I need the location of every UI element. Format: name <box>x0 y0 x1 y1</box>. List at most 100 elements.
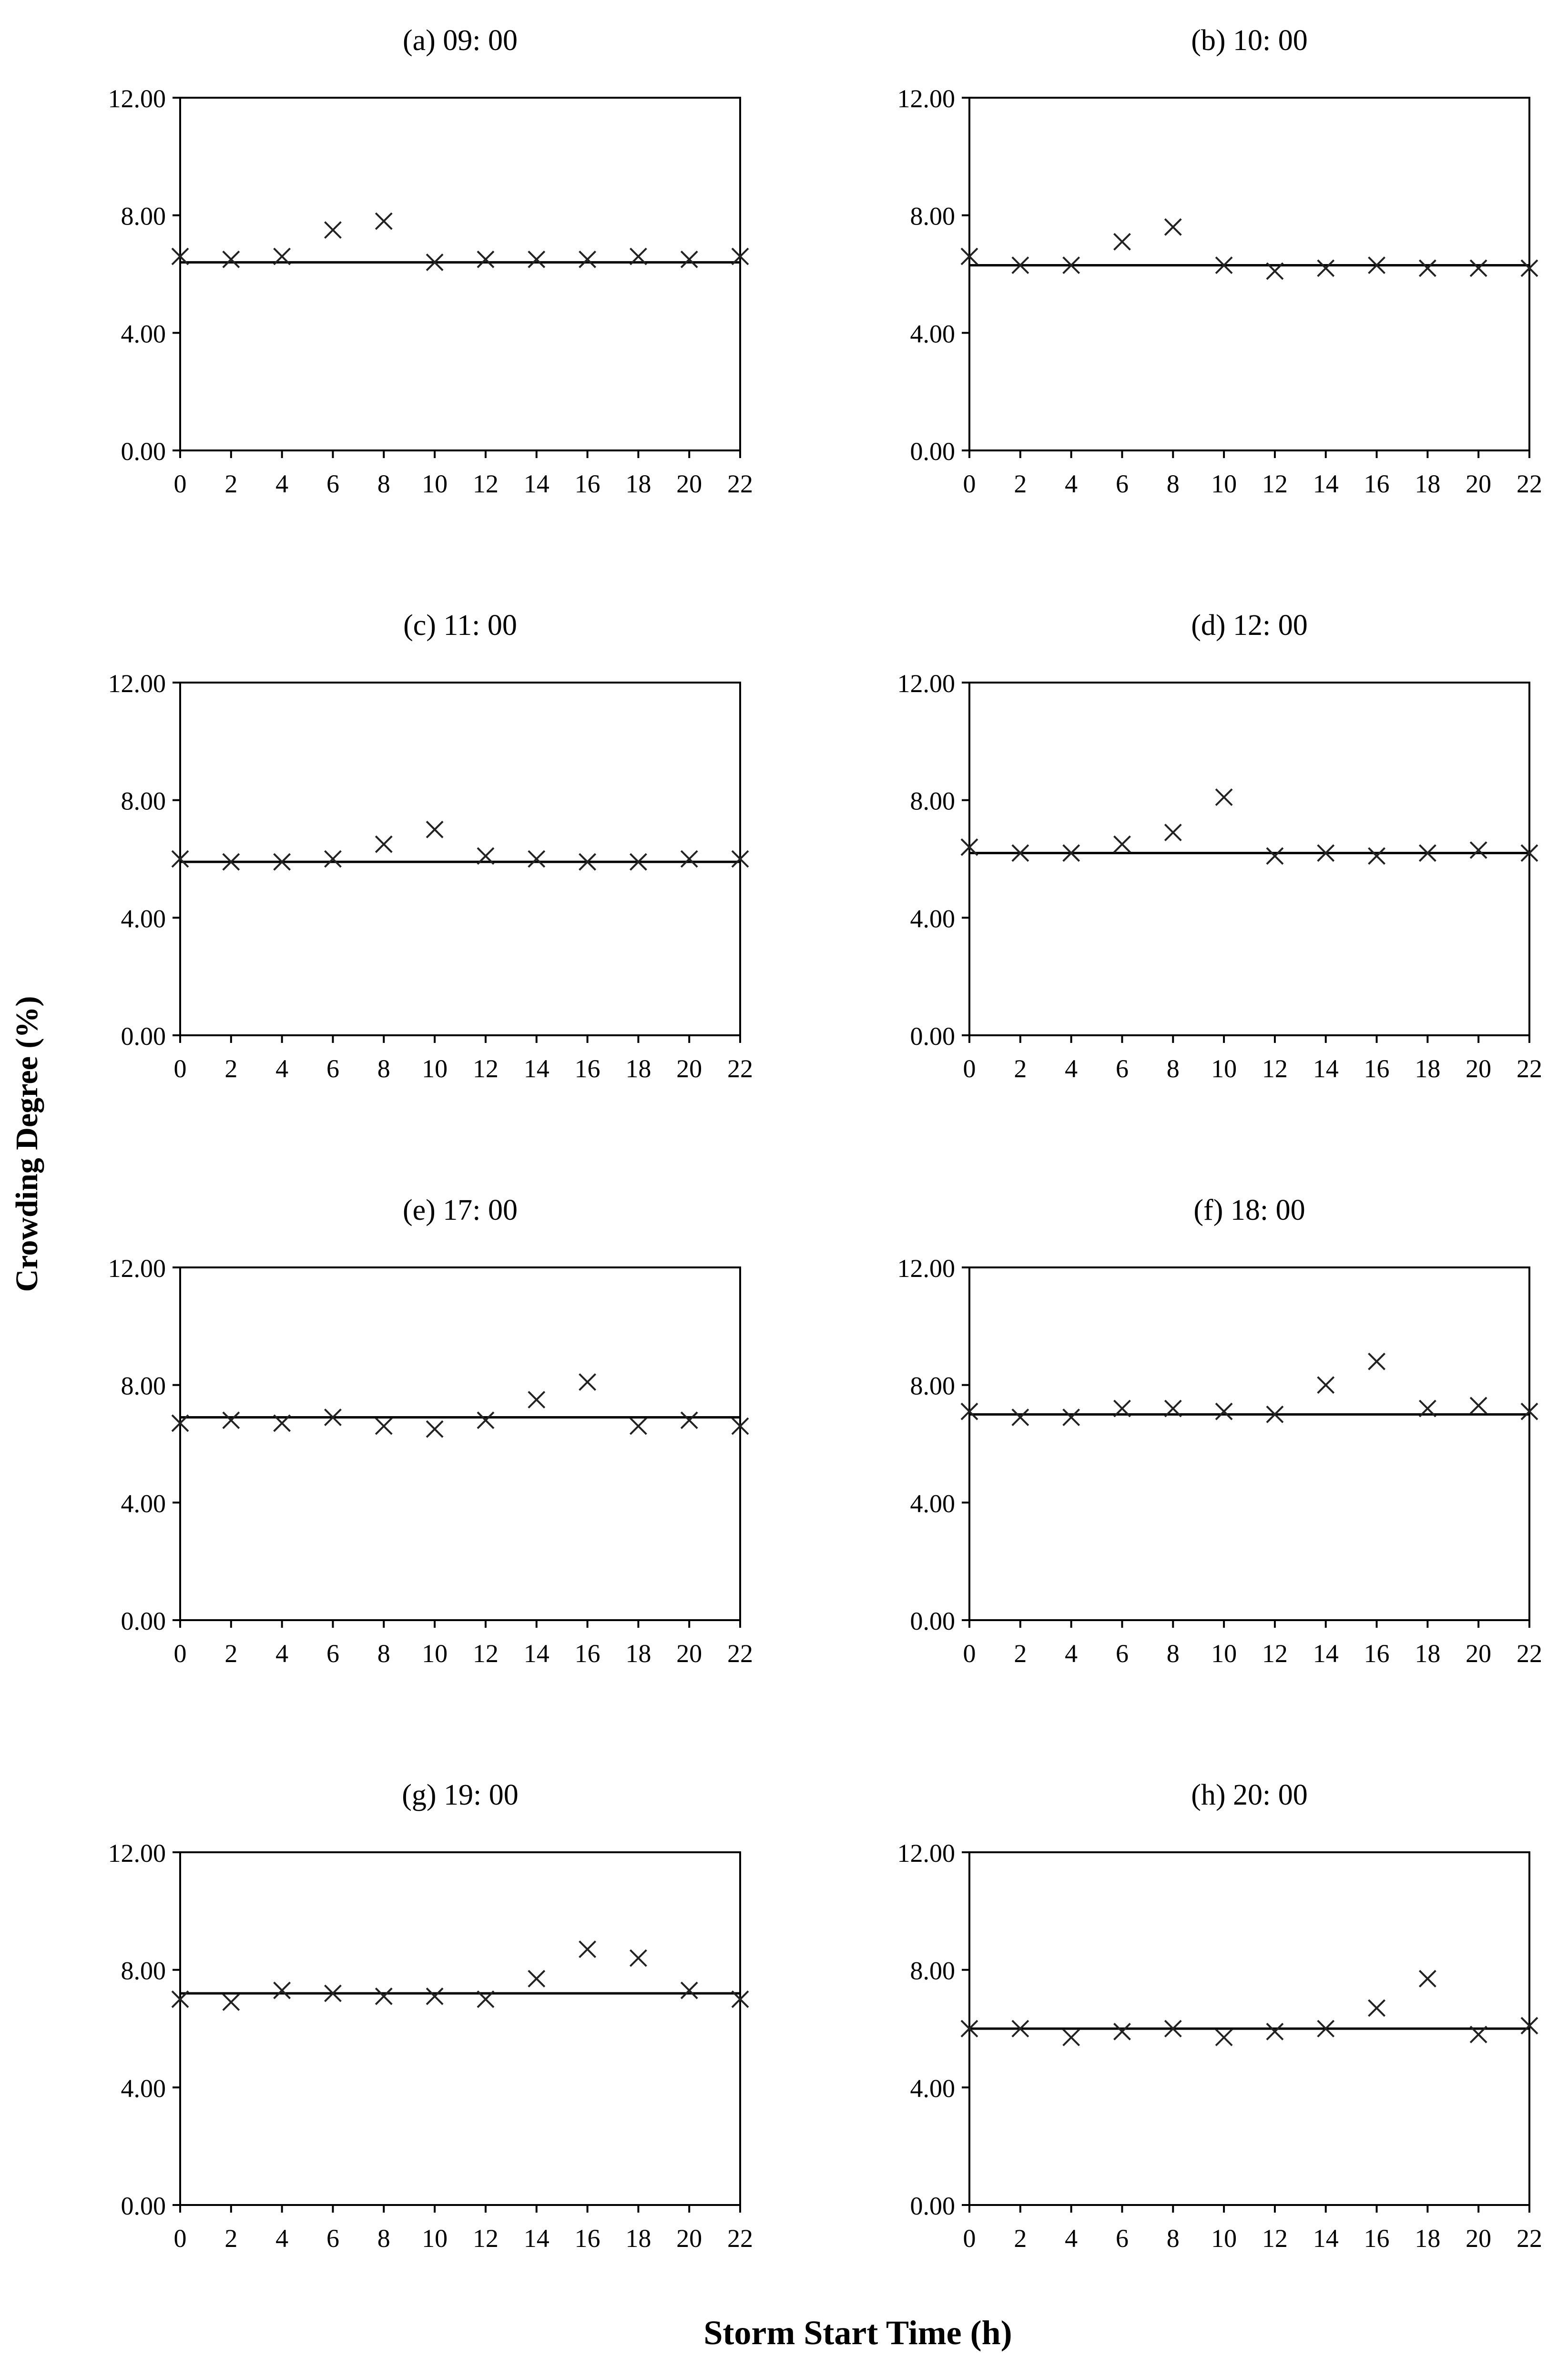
data-point-stroke <box>1011 1409 1029 1426</box>
data-point-stroke <box>1215 2029 1233 2046</box>
data-point <box>426 1420 444 1438</box>
data-point-stroke <box>629 247 647 265</box>
data-point-stroke <box>579 250 596 268</box>
x-tick-label: 6 <box>1116 2224 1129 2253</box>
data-point-stroke <box>1164 1399 1182 1418</box>
chart-panel: (f) 18: 00 0.00 4.00 8.00 12.00 0 2 4 6 8 10 12 14 16… <box>897 1194 1543 1668</box>
data-point-stroke <box>1062 844 1080 862</box>
x-tick-label: 0 <box>174 2224 187 2253</box>
x-tick-label: 4 <box>1065 1054 1078 1083</box>
data-point-stroke <box>1164 2020 1182 2038</box>
data-point-stroke <box>1266 262 1284 280</box>
data-point <box>579 853 596 871</box>
x-tick-label: 18 <box>1415 1639 1440 1668</box>
data-point <box>426 1987 444 2005</box>
x-tick-label: 12 <box>473 470 499 498</box>
data-point <box>375 1417 393 1435</box>
data-point-stroke <box>375 1987 393 2005</box>
data-point <box>1368 256 1385 274</box>
data-point-stroke <box>1520 844 1538 862</box>
chart-panel: (e) 17: 00 0.00 4.00 8.00 12.00 0 2 4 6 8 10 12 14 16… <box>108 1194 753 1668</box>
data-point <box>324 850 342 868</box>
x-tick-label: 18 <box>625 1639 651 1668</box>
data-point-stroke <box>629 853 647 871</box>
x-tick-label: 8 <box>377 470 390 498</box>
y-tick-label: 8.00 <box>910 202 956 231</box>
x-tick-label: 8 <box>377 1639 390 1668</box>
data-point-stroke <box>1317 2020 1335 2038</box>
data-point-stroke <box>960 2020 978 2038</box>
x-tick-label: 14 <box>524 1639 550 1668</box>
data-point <box>960 1402 978 1420</box>
chart-panel: (a) 09: 00 0.00 4.00 8.00 12.00 0 2 4 6 8 10 12 14 16… <box>108 24 753 498</box>
x-tick-label: 22 <box>1517 1639 1542 1668</box>
data-point <box>1520 1402 1538 1420</box>
data-point-stroke <box>1368 1352 1385 1370</box>
data-point-stroke <box>1215 256 1233 274</box>
x-tick-label: 20 <box>676 470 702 498</box>
data-point-stroke <box>477 1990 495 2008</box>
data-point-stroke <box>426 1987 444 2005</box>
data-point <box>273 247 291 265</box>
data-point <box>1418 844 1436 862</box>
data-point <box>528 250 546 268</box>
x-tick-label: 10 <box>1211 1054 1237 1083</box>
data-point <box>1266 847 1284 865</box>
data-point-stroke <box>375 835 393 853</box>
y-tick-label: 12.00 <box>897 1839 956 1868</box>
x-tick-label: 2 <box>224 1054 237 1083</box>
data-point-stroke <box>1011 844 1029 862</box>
data-point <box>1469 841 1487 859</box>
data-point-stroke <box>1164 218 1182 236</box>
data-point-stroke <box>528 850 546 868</box>
x-tick-label: 10 <box>422 1639 448 1668</box>
y-tick-label: 8.00 <box>910 1372 956 1400</box>
data-point-stroke <box>1266 1405 1284 1423</box>
data-point-stroke <box>528 1970 546 1988</box>
x-tick-label: 22 <box>1517 2224 1542 2253</box>
x-tick-label: 8 <box>1167 1054 1180 1083</box>
data-point <box>528 1391 546 1409</box>
x-tick-label: 14 <box>1313 1639 1339 1668</box>
data-point <box>171 1990 189 2008</box>
x-tick-label: 10 <box>1211 1639 1237 1668</box>
data-point-stroke <box>477 1411 495 1429</box>
data-point <box>1011 1409 1029 1426</box>
data-point-stroke <box>579 1940 596 1958</box>
x-tick-label: 12 <box>1262 470 1288 498</box>
data-point <box>1215 1402 1233 1420</box>
data-point <box>1215 2029 1233 2046</box>
data-point <box>426 253 444 271</box>
y-tick-label: 0.00 <box>910 2192 956 2220</box>
data-point-stroke <box>680 1981 698 2000</box>
x-tick-label: 22 <box>727 1639 753 1668</box>
data-point <box>579 250 596 268</box>
data-point-stroke <box>324 221 342 239</box>
data-point <box>1317 1376 1335 1394</box>
data-point <box>273 1981 291 2000</box>
data-point <box>1215 256 1233 274</box>
data-point-stroke <box>629 1417 647 1435</box>
data-point <box>680 1411 698 1429</box>
y-tick-label: 4.00 <box>121 319 166 348</box>
data-point-stroke <box>1418 1970 1436 1988</box>
data-point-stroke <box>1113 1399 1131 1418</box>
data-point-stroke <box>426 820 444 838</box>
data-point <box>1368 1999 1385 2017</box>
data-point <box>1215 788 1233 806</box>
chart-panel: (g) 19: 00 0.00 4.00 8.00 12.00 0 2 4 6 8 10 12 14 16… <box>108 1779 753 2253</box>
data-point-stroke <box>731 850 749 868</box>
data-point <box>1164 2020 1182 2038</box>
x-tick-label: 4 <box>1065 2224 1078 2253</box>
y-tick-label: 12.00 <box>897 669 956 698</box>
x-tick-label: 2 <box>1014 2224 1027 2253</box>
data-point <box>1418 1970 1436 1988</box>
data-point-stroke <box>731 247 749 265</box>
x-tick-label: 18 <box>1415 470 1440 498</box>
x-tick-label: 0 <box>174 1054 187 1083</box>
x-tick-label: 10 <box>422 2224 448 2253</box>
x-tick-label: 20 <box>676 1639 702 1668</box>
x-tick-label: 10 <box>1211 2224 1237 2253</box>
data-point-stroke <box>1469 1397 1487 1415</box>
data-point <box>477 250 495 268</box>
